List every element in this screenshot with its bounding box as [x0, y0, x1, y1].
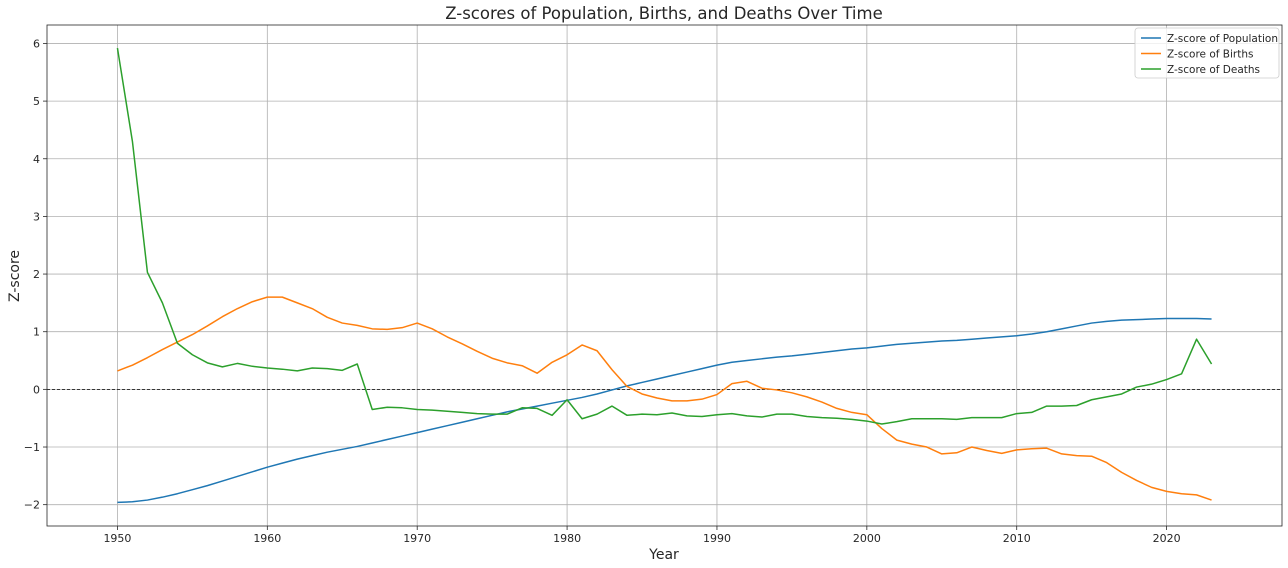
y-tick-label: 6 — [33, 37, 40, 50]
x-tick-label: 1960 — [253, 532, 281, 545]
y-tick-label: 0 — [33, 383, 40, 396]
legend-box — [1134, 27, 1280, 79]
series-line-3 — [116, 47, 1213, 425]
series-line-2 — [117, 296, 1212, 501]
y-tick-label: 1 — [33, 326, 40, 339]
legend-label: Z-score of Deaths — [1167, 64, 1260, 76]
legend-items: Z-score of Population Z-score of Births Z-… — [1141, 33, 1278, 76]
y-tick-label: 5 — [33, 95, 40, 108]
axis-ticks: 1950 1960 1970 1980 1990 2000 2010 2020 −2 −1 0 1 2 3… — [24, 37, 1181, 545]
x-tick-label: 1980 — [553, 532, 581, 545]
y-tick-label: −2 — [24, 499, 40, 512]
x-tick-label: 2010 — [1003, 532, 1031, 545]
y-tick-label: −1 — [24, 441, 40, 454]
y-tick-label: 3 — [33, 210, 40, 223]
legend-label: Z-score of Births — [1167, 49, 1254, 61]
plot-area-frame — [46, 24, 1283, 527]
y-axis-title: Z-score — [7, 250, 23, 302]
x-tick-label: 1950 — [103, 532, 131, 545]
x-tick-label: 2020 — [1153, 532, 1181, 545]
x-tick-label: 1970 — [403, 532, 431, 545]
x-axis-title: Year — [648, 547, 679, 563]
legend-label: Z-score of Population — [1167, 33, 1278, 45]
chart-title: Z-scores of Population, Births, and Deat… — [445, 4, 883, 23]
y-tick-label: 4 — [33, 153, 40, 166]
series-line-1 — [117, 317, 1212, 504]
x-tick-label: 1990 — [703, 532, 731, 545]
series-lines — [116, 47, 1213, 504]
y-tick-label: 2 — [33, 268, 40, 281]
x-tick-label: 2000 — [853, 532, 881, 545]
legend: Z-score of Population Z-score of Births Z-… — [1134, 27, 1280, 79]
